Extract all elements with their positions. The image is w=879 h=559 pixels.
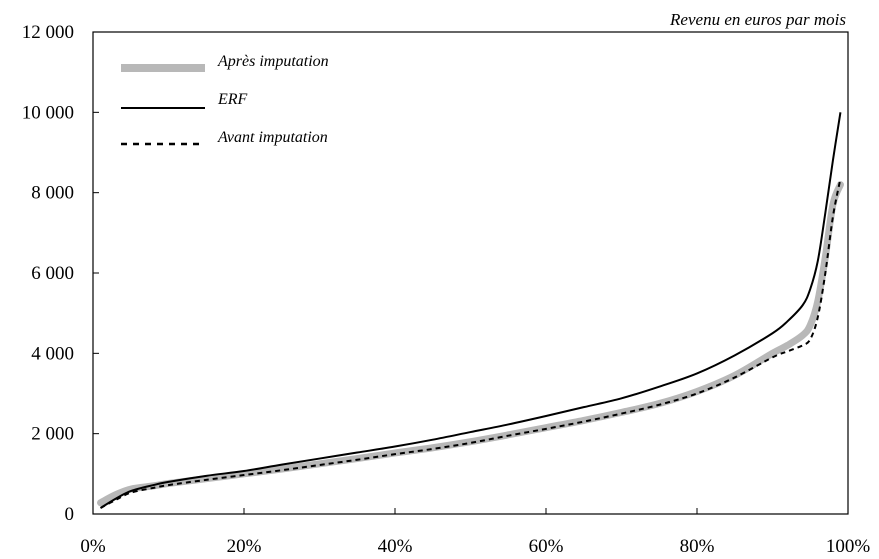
x-tick-label: 0%	[80, 536, 106, 557]
x-tick-label: 60%	[529, 536, 564, 557]
x-tick-label: 100%	[826, 536, 871, 557]
x-tick-label: 20%	[227, 536, 262, 557]
legend-label-erf: ERF	[217, 91, 248, 108]
x-tick-label: 80%	[680, 536, 715, 557]
series-line-erf	[100, 112, 842, 509]
x-tick-label: 40%	[378, 536, 413, 557]
y-axis: 0 2 000 4 000 6 000 8 000 10 000 12 000	[22, 22, 99, 525]
series-layer	[97, 112, 844, 509]
y-tick-label: 10 000	[22, 102, 74, 123]
y-tick-label: 0	[65, 504, 75, 525]
series-line-apres-imputation	[97, 181, 844, 507]
unit-label: Revenu en euros par mois	[669, 10, 846, 29]
y-tick-label: 2 000	[31, 424, 74, 445]
y-tick-label: 8 000	[31, 183, 74, 204]
legend: Après imputation ERF Avant imputation	[121, 53, 329, 146]
y-tick-label: 4 000	[31, 343, 74, 364]
x-axis: 0% 20% 40% 60% 80% 100%	[80, 508, 870, 557]
y-tick-label: 12 000	[22, 22, 74, 43]
series-line-avant-imputation	[100, 178, 842, 509]
legend-label-avant-imputation: Avant imputation	[217, 129, 328, 146]
y-tick-label: 6 000	[31, 263, 74, 284]
legend-label-apres-imputation: Après imputation	[217, 53, 329, 70]
